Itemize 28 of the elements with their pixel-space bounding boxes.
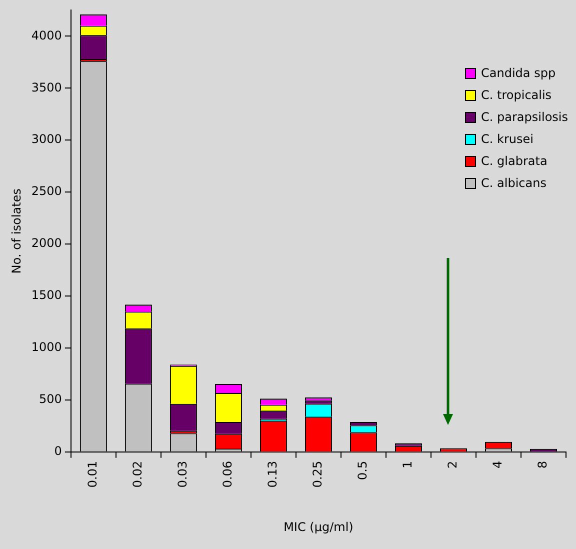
x-tick-label: 8 [536, 460, 550, 469]
x-tick-label: 1 [400, 460, 415, 469]
y-tick-label: 0 [54, 444, 62, 458]
legend-label: C. albicans [481, 176, 546, 190]
x-tick-label: 0.02 [130, 460, 145, 488]
x-tick-label: 0.06 [220, 460, 235, 488]
y-tick-label: 2000 [31, 236, 62, 250]
x-tick-label: 2 [446, 460, 460, 469]
x-tick-label: 0.01 [86, 460, 100, 488]
x-tick-label: 4 [490, 460, 505, 469]
y-tick-label: 500 [39, 392, 62, 406]
y-tick-label: 1500 [31, 288, 62, 302]
legend-label: C. krusei [481, 132, 534, 146]
y-axis-title: No. of isolates [9, 188, 24, 274]
x-tick-label: 0.25 [310, 460, 325, 488]
x-tick-label: 0.5 [356, 460, 370, 480]
x-axis-title: MIC (µg/ml) [284, 520, 354, 534]
x-tick-label: 0.03 [176, 460, 190, 488]
x-tick-label: 0.13 [266, 460, 280, 488]
y-tick-label: 1000 [31, 340, 62, 354]
y-tick-label: 3500 [31, 80, 62, 94]
legend-label: C. tropicalis [481, 88, 552, 102]
legend-label: C. parapsilosis [481, 110, 568, 124]
legend-label: C. glabrata [481, 154, 548, 168]
y-tick-label: 4000 [31, 28, 62, 42]
y-tick-label: 3000 [31, 132, 62, 146]
y-tick-label: 2500 [31, 184, 62, 198]
legend-label: Candida spp [481, 66, 556, 80]
